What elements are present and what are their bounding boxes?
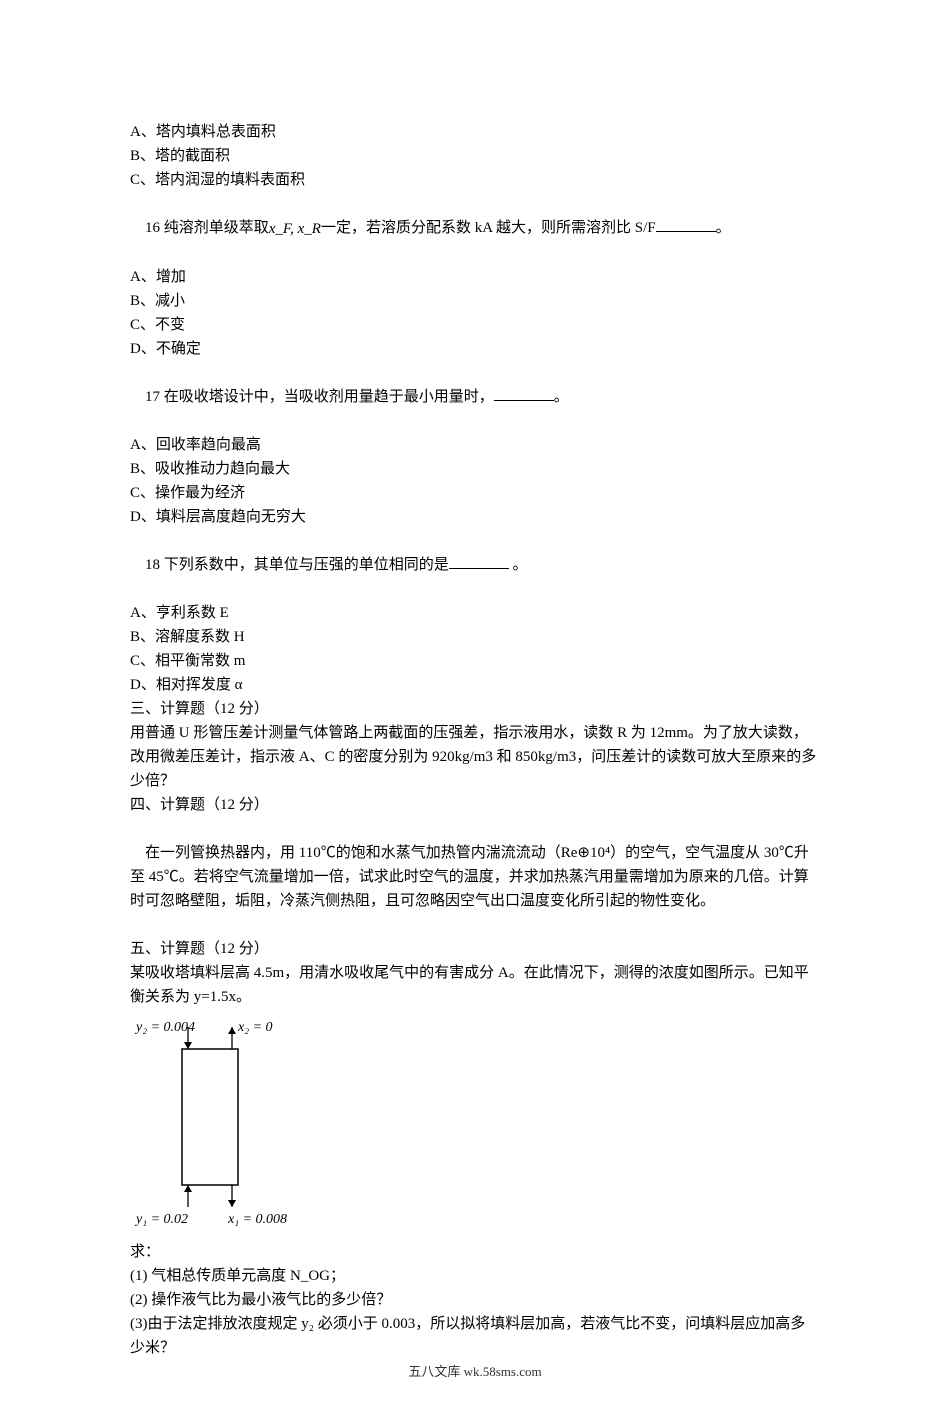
- section-5-body: 某吸收塔填料层高 4.5m，用清水吸收尾气中的有害成分 A。在此情况下，测得的浓…: [130, 961, 820, 1009]
- blank-16: [656, 218, 716, 232]
- s4-sym: ⊕: [577, 845, 590, 861]
- svg-text:x₁ = 0.008: x₁ = 0.008: [227, 1212, 287, 1227]
- section-3-body: 用普通 U 形管压差计测量气体管路上两截面的压强差，指示液用水，读数 R 为 1…: [130, 721, 820, 793]
- section-5-heading: 五、计算题（12 分）: [130, 937, 820, 961]
- q16-vars: x_F, x_R: [269, 217, 321, 241]
- section-4-body: 在一列管换热器内，用 110℃的饱和水蒸气加热管内湍流流动（Re⊕10⁴）的空气…: [130, 817, 820, 937]
- opt-c-16: C、不变: [130, 313, 820, 337]
- opt-d-18: D、相对挥发度 α: [130, 673, 820, 697]
- diagram-svg: y₂ = 0.004 x₂ = 0 y₁ = 0.02 x₁ = 0.008: [130, 1019, 310, 1229]
- q18-text-b: 。: [509, 557, 528, 573]
- sub-q1: (1) 气相总传质单元高度 N_OG；: [130, 1264, 820, 1288]
- q17-text-b: 。: [554, 389, 569, 405]
- svg-text:y₁ = 0.02: y₁ = 0.02: [134, 1212, 188, 1227]
- opt-d-16: D、不确定: [130, 337, 820, 361]
- opt-c-17: C、操作最为经济: [130, 481, 820, 505]
- opt-c-15: C、塔内润湿的填料表面积: [130, 168, 820, 192]
- opt-a-18: A、亨利系数 E: [130, 601, 820, 625]
- svg-text:x₂ = 0: x₂ = 0: [237, 1020, 273, 1035]
- opt-a-15: A、塔内填料总表面积: [130, 120, 820, 144]
- opt-b-15: B、塔的截面积: [130, 144, 820, 168]
- opt-d-17: D、填料层高度趋向无穷大: [130, 505, 820, 529]
- q16-stem: 16 纯溶剂单级萃取x_F, x_R一定，若溶质分配系数 kA 越大，则所需溶剂…: [130, 192, 820, 265]
- q16-text-a: 16 纯溶剂单级萃取: [145, 220, 269, 236]
- absorption-column-diagram: y₂ = 0.004 x₂ = 0 y₁ = 0.02 x₁ = 0.008: [130, 1019, 820, 1234]
- q16-text-c: 。: [716, 220, 731, 236]
- q17-stem: 17 在吸收塔设计中，当吸收剂用量趋于最小用量时， 。: [130, 361, 820, 433]
- opt-a-16: A、增加: [130, 265, 820, 289]
- opt-b-16: B、减小: [130, 289, 820, 313]
- q16-text-b: 一定，若溶质分配系数 kA 越大，则所需溶剂比 S/F: [321, 220, 656, 236]
- blank-18: [449, 555, 509, 569]
- q18-text-a: 18 下列系数中，其单位与压强的单位相同的是: [145, 557, 449, 573]
- q18-stem: 18 下列系数中，其单位与压强的单位相同的是 。: [130, 529, 820, 601]
- page-footer: 五八文库 wk.58sms.com: [0, 1361, 950, 1380]
- q17-text-a: 17 在吸收塔设计中，当吸收剂用量趋于最小用量时，: [145, 389, 494, 405]
- qiu-label: 求：: [130, 1240, 820, 1264]
- opt-c-18: C、相平衡常数 m: [130, 649, 820, 673]
- s4-a: 在一列管换热器内，用 110℃的饱和水蒸气加热管内湍流流动（Re: [145, 845, 577, 861]
- blank-17: [494, 387, 554, 401]
- page: A、塔内填料总表面积 B、塔的截面积 C、塔内润湿的填料表面积 16 纯溶剂单级…: [0, 0, 950, 1420]
- section-4-heading: 四、计算题（12 分）: [130, 793, 820, 817]
- svg-text:y₂ = 0.004: y₂ = 0.004: [134, 1020, 195, 1035]
- sub-q2: (2) 操作液气比为最小液气比的多少倍？: [130, 1288, 820, 1312]
- opt-a-17: A、回收率趋向最高: [130, 433, 820, 457]
- section-3-heading: 三、计算题（12 分）: [130, 697, 820, 721]
- sub-q3: (3)由于法定排放浓度规定 y₂ 必须小于 0.003，所以拟将填料层加高，若液…: [130, 1312, 820, 1360]
- opt-b-17: B、吸收推动力趋向最大: [130, 457, 820, 481]
- opt-b-18: B、溶解度系数 H: [130, 625, 820, 649]
